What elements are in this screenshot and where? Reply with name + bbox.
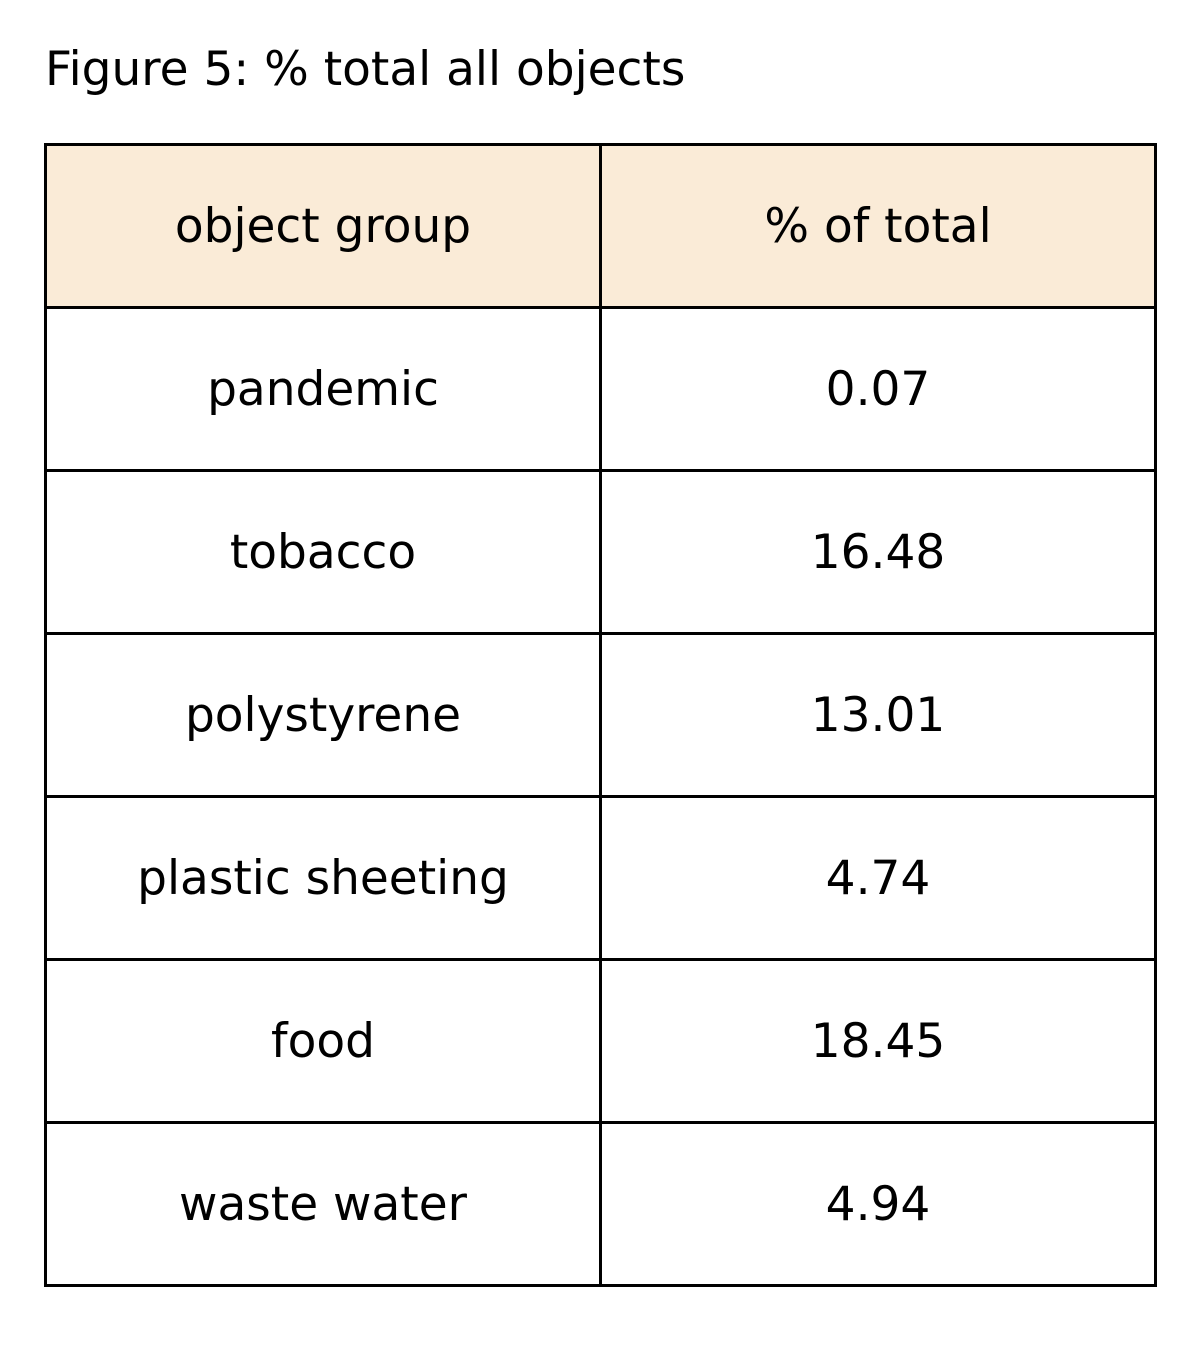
cell-object-group: pandemic: [44, 306, 602, 472]
figure-title: Figure 5: % total all objects: [45, 42, 686, 97]
table-row: tobacco 16.48: [44, 469, 1157, 635]
header-row: object group % of total: [44, 143, 1157, 309]
data-table: object group % of total pandemic 0.07 to…: [44, 143, 1157, 1287]
cell-object-group: food: [44, 958, 602, 1124]
table-header: object group % of total: [44, 143, 1157, 309]
cell-percent-of-total: 4.74: [599, 795, 1157, 961]
table-row: polystyrene 13.01: [44, 632, 1157, 798]
cell-percent-of-total: 0.07: [599, 306, 1157, 472]
cell-object-group: polystyrene: [44, 632, 602, 798]
cell-percent-of-total: 4.94: [599, 1121, 1157, 1287]
cell-object-group: waste water: [44, 1121, 602, 1287]
cell-percent-of-total: 13.01: [599, 632, 1157, 798]
table-row: plastic sheeting 4.74: [44, 795, 1157, 961]
table-row: waste water 4.94: [44, 1121, 1157, 1287]
cell-percent-of-total: 16.48: [599, 469, 1157, 635]
cell-object-group: plastic sheeting: [44, 795, 602, 961]
table-body: pandemic 0.07 tobacco 16.48 polystyrene …: [44, 306, 1157, 1287]
cell-percent-of-total: 18.45: [599, 958, 1157, 1124]
table-row: food 18.45: [44, 958, 1157, 1124]
cell-object-group: tobacco: [44, 469, 602, 635]
column-header-object-group: object group: [44, 143, 602, 309]
column-header-percent-of-total: % of total: [599, 143, 1157, 309]
table-row: pandemic 0.07: [44, 306, 1157, 472]
